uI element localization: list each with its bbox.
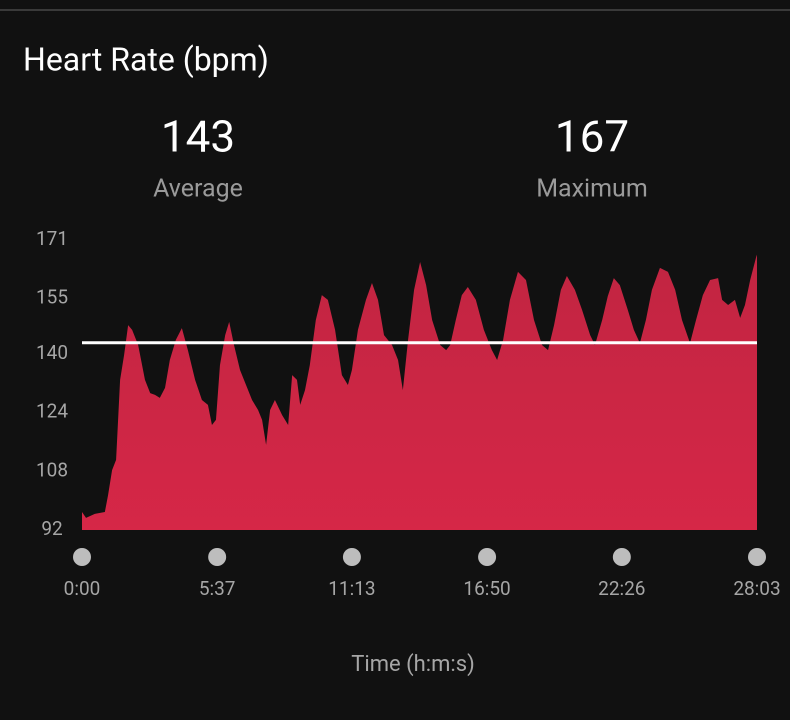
stat-value: 167 (555, 111, 629, 163)
y-tick-label: 171 (36, 227, 68, 250)
y-tick-label: 140 (36, 341, 68, 364)
stat-value: 143 (161, 111, 235, 163)
x-tick-dot (478, 548, 497, 566)
y-tick-label: 155 (36, 286, 68, 309)
heart-rate-area (82, 254, 757, 531)
x-tick-dot (342, 548, 361, 566)
x-tick-label: 11:13 (328, 577, 375, 600)
stat-label: Average (153, 175, 243, 204)
x-tick-dot (612, 548, 631, 566)
y-tick-label: 124 (36, 400, 68, 423)
x-tick-dot (73, 548, 91, 566)
x-tick-label: 22:26 (598, 577, 645, 600)
x-tick-label: 28:03 (733, 577, 780, 600)
x-axis-label: Time (h:m:s) (351, 652, 475, 677)
stat-label: Maximum (536, 175, 648, 204)
x-tick-label: 16:50 (463, 577, 510, 600)
x-tick-dot (748, 548, 766, 566)
x-tick-dot (208, 548, 227, 566)
card-title: Heart Rate (bpm) (23, 40, 269, 78)
x-tick-label: 0:00 (64, 577, 101, 600)
x-tick-label: 5:37 (199, 577, 236, 600)
y-tick-label: 92 (41, 517, 62, 540)
y-tick-label: 108 (36, 458, 68, 481)
